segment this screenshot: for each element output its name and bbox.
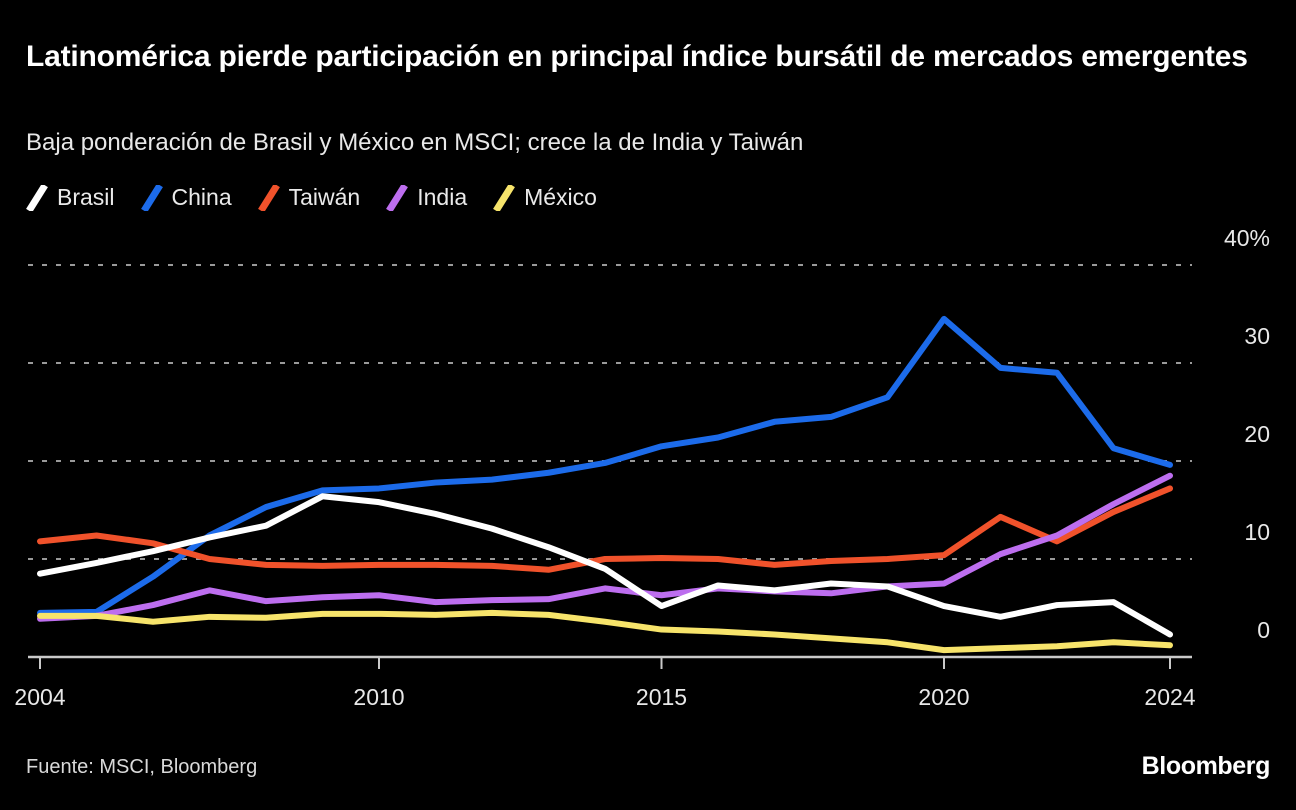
series-line-brasil: [37, 493, 1173, 638]
legend-swatch-icon: [257, 184, 280, 211]
y-axis-tick-label: 10: [1244, 519, 1270, 545]
legend-item-méxico[interactable]: México: [493, 184, 597, 211]
legend-swatch-icon: [493, 184, 516, 211]
legend-item-brasil[interactable]: Brasil: [26, 184, 115, 211]
bloomberg-logo: Bloomberg: [1141, 752, 1271, 780]
x-axis-tick-label: 2015: [635, 684, 688, 710]
y-axis-tick-label: 40%: [1223, 225, 1270, 251]
series-line-taiwán: [37, 485, 1173, 573]
legend-item-label: India: [417, 184, 468, 210]
page-title: Latinomérica pierde participación en pri…: [26, 40, 1248, 73]
x-axis-tick-label: 2010: [353, 684, 405, 710]
legend-item-taiwán[interactable]: Taiwán: [257, 184, 361, 211]
series-line-china: [37, 315, 1173, 616]
legend-swatch-icon: [26, 184, 48, 211]
chart-legend: Brasil China Taiwán India México: [26, 184, 623, 211]
legend-item-label: China: [171, 184, 232, 210]
legend-swatch-icon: [386, 184, 409, 211]
legend-swatch-icon: [140, 184, 163, 211]
source-note: Fuente: MSCI, Bloomberg: [26, 756, 258, 778]
legend-item-india[interactable]: India: [386, 184, 467, 211]
legend-item-china[interactable]: China: [140, 184, 232, 211]
y-axis-tick-label: 20: [1244, 421, 1270, 447]
series-line-méxico: [37, 609, 1173, 654]
page-subtitle: Baja ponderación de Brasil y México en M…: [26, 129, 804, 156]
x-axis-tick-label: 2004: [14, 684, 66, 710]
legend-item-label: Brasil: [57, 184, 115, 210]
series-line-india: [37, 472, 1173, 622]
legend-item-label: Taiwán: [288, 184, 361, 210]
y-axis-tick-label: 30: [1244, 323, 1270, 349]
x-axis-tick-label: 2024: [1144, 684, 1196, 710]
x-axis-tick-label: 2020: [918, 684, 970, 710]
legend-item-label: México: [524, 184, 597, 210]
y-axis-tick-label: 0: [1257, 617, 1270, 643]
